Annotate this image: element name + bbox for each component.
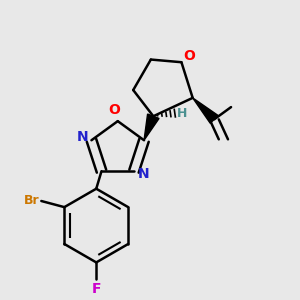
Text: Br: Br: [24, 194, 40, 208]
Text: H: H: [177, 107, 188, 120]
Text: O: O: [183, 49, 195, 63]
Polygon shape: [193, 98, 218, 123]
Polygon shape: [144, 114, 159, 140]
Text: F: F: [92, 282, 101, 296]
Text: N: N: [137, 167, 149, 181]
Text: O: O: [109, 103, 121, 117]
Text: N: N: [76, 130, 88, 144]
